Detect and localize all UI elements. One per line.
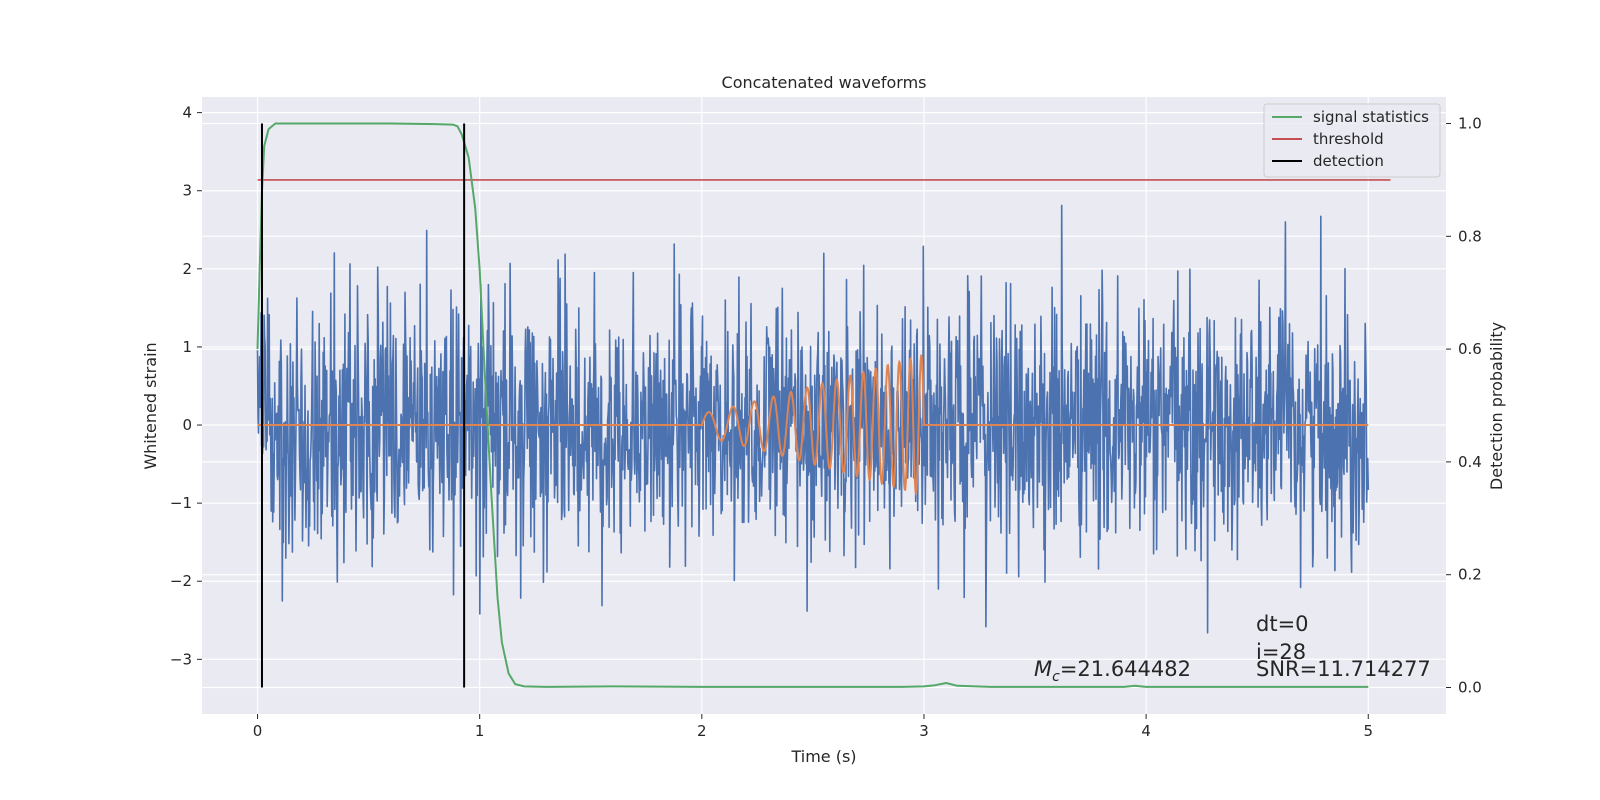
mc-value: =21.644482 <box>1060 657 1191 681</box>
mc-symbol: M <box>1034 657 1052 681</box>
y2-tick-label: 1.0 <box>1458 115 1482 133</box>
x-ticks: 0 1 2 3 4 5 <box>253 714 1373 740</box>
y2-axis-label: Detection probability <box>1487 322 1506 490</box>
noise-series <box>256 204 1370 634</box>
y-tick-label: −3 <box>170 650 192 668</box>
legend-label-signal-statistics: signal statistics <box>1313 108 1429 126</box>
legend: signal statistics threshold detection <box>1263 103 1441 178</box>
chirp-line <box>257 354 1369 496</box>
y2-ticks: 0.0 0.2 0.4 0.6 0.8 1.0 <box>1446 115 1482 696</box>
x-tick-label: 5 <box>1363 722 1373 740</box>
annotation-mc: Mc=21.644482 <box>1034 657 1191 685</box>
y-tick-label: 0 <box>182 416 192 434</box>
y-tick-label: 2 <box>182 260 192 278</box>
x-tick-label: 3 <box>919 722 929 740</box>
legend-box <box>1263 103 1441 178</box>
chirp-series <box>257 354 1369 496</box>
signal-statistics-line <box>256 122 1369 688</box>
y-ticks: −3 −2 −1 0 1 2 3 4 <box>170 104 202 668</box>
x-tick-label: 2 <box>697 722 707 740</box>
legend-label-threshold: threshold <box>1313 130 1384 148</box>
x-tick-label: 0 <box>253 722 263 740</box>
legend-label-detection: detection <box>1313 152 1384 170</box>
y-tick-label: 1 <box>182 338 192 356</box>
noise-line <box>256 204 1370 634</box>
mc-subscript: c <box>1052 669 1060 685</box>
y2-tick-label: 0.2 <box>1458 566 1482 584</box>
y2-tick-label: 0.0 <box>1458 678 1482 696</box>
y2-tick-label: 0.4 <box>1458 453 1482 471</box>
chart-title: Concatenated waveforms <box>722 73 927 92</box>
y2-tick-label: 0.8 <box>1458 227 1482 245</box>
right-axis-series <box>256 122 1391 688</box>
y-tick-label: −2 <box>170 572 192 590</box>
y-tick-label: −1 <box>170 494 192 512</box>
annotation-dt: dt=0 <box>1256 612 1309 636</box>
y2-tick-label: 0.6 <box>1458 340 1482 358</box>
x-tick-label: 1 <box>475 722 485 740</box>
annotation-i: i=28 <box>1256 640 1306 664</box>
x-tick-label: 4 <box>1141 722 1151 740</box>
x-axis-label: Time (s) <box>790 747 856 766</box>
annotation-snr: SNR=11.714277 <box>1256 657 1431 681</box>
y-tick-label: 3 <box>182 182 192 200</box>
y-axis-label: Whitened strain <box>141 342 160 469</box>
y-tick-label: 4 <box>182 104 192 122</box>
